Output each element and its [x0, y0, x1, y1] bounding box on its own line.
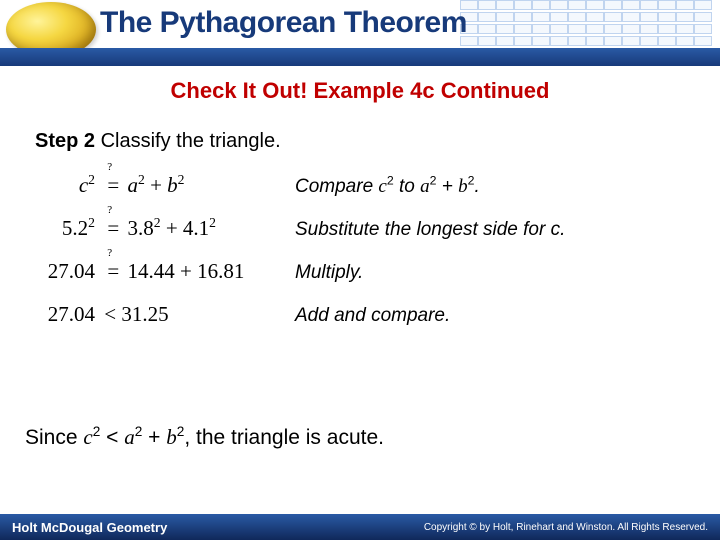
equations-block: c2 ?= a2 + b2Compare c2 to a2 + b2.5.22 … — [35, 173, 700, 327]
equation-row: 27.04 < 31.25Add and compare. — [35, 302, 700, 327]
footer-copyright: Copyright © by Holt, Rinehart and Winsto… — [424, 522, 708, 533]
equation-left: 5.22 ?= 3.82 + 4.12 — [35, 216, 295, 241]
slide-body: Step 2 Classify the triangle. c2 ?= a2 +… — [35, 130, 700, 345]
equation-left: 27.04 ?= 14.44 + 16.81 — [35, 259, 295, 284]
equation-note: Add and compare. — [295, 305, 700, 327]
step-label: Step 2 — [35, 130, 95, 152]
slide-subtitle: Check It Out! Example 4c Continued — [0, 78, 720, 104]
header-grid-decoration — [460, 0, 720, 48]
slide-title: The Pythagorean Theorem — [100, 6, 467, 40]
equation-note: Substitute the longest side for c. — [295, 219, 700, 241]
equation-left: c2 ?= a2 + b2 — [35, 173, 295, 198]
slide-footer: Holt McDougal Geometry Copyright © by Ho… — [0, 514, 720, 540]
equation-left: 27.04 < 31.25 — [35, 302, 295, 327]
slide-header: The Pythagorean Theorem — [0, 0, 720, 70]
equation-note: Compare c2 to a2 + b2. — [295, 176, 700, 198]
conclusion: Since c2 < a2 + b2, the triangle is acut… — [25, 425, 384, 450]
step-instruction: Classify the triangle. — [101, 130, 281, 152]
equation-row: 5.22 ?= 3.82 + 4.12Substitute the longes… — [35, 216, 700, 241]
equation-row: c2 ?= a2 + b2Compare c2 to a2 + b2. — [35, 173, 700, 198]
equation-row: 27.04 ?= 14.44 + 16.81Multiply. — [35, 259, 700, 284]
footer-publisher: Holt McDougal Geometry — [12, 520, 167, 535]
step-line: Step 2 Classify the triangle. — [35, 130, 700, 153]
header-blue-bar — [0, 48, 720, 66]
equation-note: Multiply. — [295, 262, 700, 284]
